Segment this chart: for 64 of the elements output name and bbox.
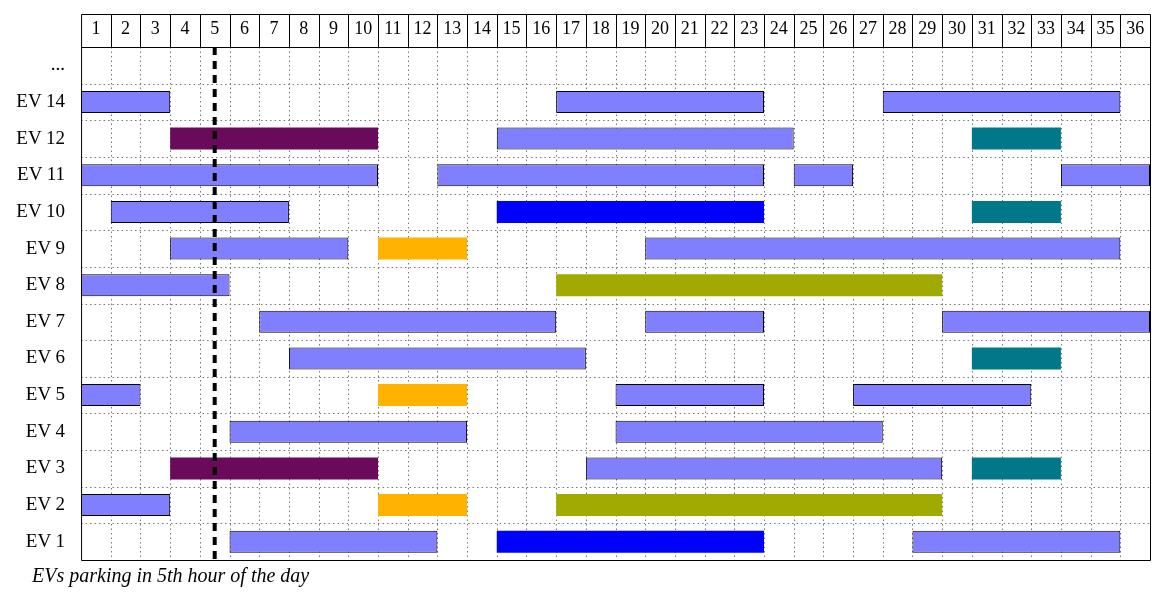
x-tick-label: 23 (740, 17, 759, 38)
y-tick-label: EV 6 (25, 346, 66, 368)
x-tick-label: 6 (239, 17, 249, 38)
x-tick-label: 18 (591, 17, 610, 38)
x-tick-label: 20 (651, 17, 670, 38)
bar (556, 494, 943, 517)
bar (971, 127, 1061, 150)
x-tick-label: 22 (710, 17, 729, 38)
x-tick-label: 10 (354, 17, 373, 38)
x-tick-label: 29 (918, 17, 937, 38)
x-tick-label: 19 (621, 17, 640, 38)
x-tick-label: 14 (472, 17, 491, 38)
y-tick-label: EV 14 (16, 89, 66, 111)
x-tick-label: 2 (121, 17, 131, 38)
y-tick-label: EV 5 (25, 383, 66, 405)
x-tick-label: 16 (532, 17, 551, 38)
x-tick-label: 1 (91, 17, 101, 38)
x-tick-label: 9 (328, 17, 338, 38)
y-tick-label: EV 11 (17, 163, 66, 185)
x-tick-label: 12 (413, 17, 432, 38)
x-tick-label: 5 (210, 17, 220, 38)
x-tick-label: 34 (1066, 17, 1085, 38)
x-tick-label: 31 (977, 17, 996, 38)
text: EVs parking in 5th hour of the day (32, 564, 310, 587)
bar (378, 384, 468, 407)
x-tick-label: 15 (502, 17, 521, 38)
x-tick-label: 3 (150, 17, 160, 38)
x-tick-label: 4 (180, 17, 190, 38)
x-tick-label: 11 (384, 17, 402, 38)
x-tick-label: 25 (799, 17, 818, 38)
y-tick-label: EV 3 (25, 456, 66, 478)
y-tick-label: EV 4 (25, 419, 66, 441)
bar (496, 530, 764, 553)
bar (971, 347, 1061, 370)
x-tick-label: 21 (680, 17, 699, 38)
bar (496, 200, 764, 223)
bar (378, 494, 468, 517)
y-tick-label: EV 9 (25, 236, 66, 258)
x-tick-label: 30 (948, 17, 966, 38)
bar (170, 457, 378, 480)
x-tick-label: 28 (888, 17, 907, 38)
x-tick-label: 24 (769, 17, 788, 38)
x-tick-label: 33 (1037, 17, 1056, 38)
x-tick-label: 7 (269, 17, 279, 38)
x-tick-label: 27 (858, 17, 877, 38)
x-tick-label: 35 (1096, 17, 1115, 38)
bar (170, 127, 378, 150)
y-tick-label: EV 12 (16, 126, 66, 148)
x-tick-label: 8 (299, 17, 309, 38)
y-tick-label: EV 7 (25, 309, 66, 331)
y-tick-label: EV 10 (16, 199, 66, 221)
x-tick-label: 32 (1007, 17, 1026, 38)
y-tick-label: EV 8 (25, 273, 66, 295)
bar (971, 457, 1061, 480)
bar (556, 274, 943, 297)
x-tick-label: 26 (829, 17, 848, 38)
y-tick-label: EV 2 (25, 493, 66, 515)
x-tick-label: 13 (443, 17, 462, 38)
bar (971, 200, 1061, 223)
bar (378, 237, 468, 260)
y-tick-label: ... (50, 53, 66, 75)
x-tick-label: 36 (1126, 17, 1145, 38)
x-tick-label: 17 (562, 17, 580, 38)
y-tick-label: EV 1 (25, 529, 66, 551)
